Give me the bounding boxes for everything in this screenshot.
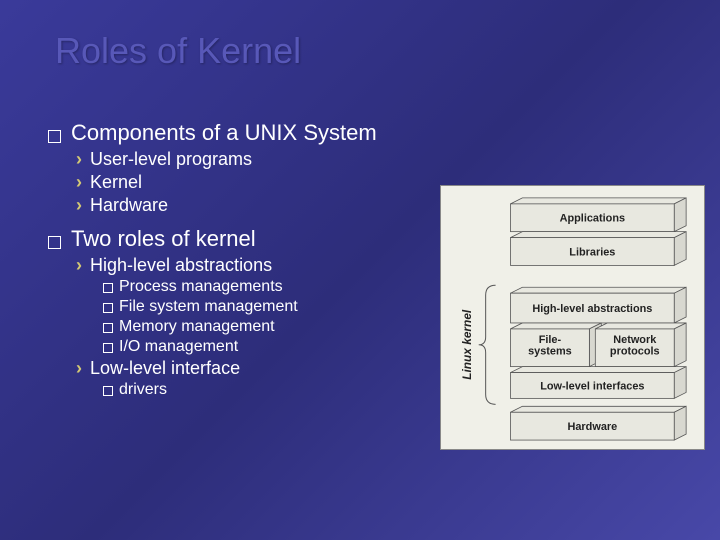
sub-sub-item: I/O management [103,338,448,356]
sub-sub-item: Process managements [103,278,448,296]
svg-text:File-: File- [539,334,562,346]
item-text: Kernel [90,172,142,193]
sub-item: › Low-level interface [76,358,448,379]
item-text: drivers [119,381,167,399]
item-text: Memory management [119,318,275,336]
svg-text:Hardware: Hardware [567,421,617,433]
roles-heading: Two roles of kernel [71,226,256,252]
angle-icon: › [76,172,82,193]
bullet-components: Components of a UNIX System [48,120,448,146]
content-area: Components of a UNIX System › User-level … [48,120,448,401]
kernel-diagram: Applications Libraries High-level abstract… [440,185,705,450]
svg-text:Libraries: Libraries [569,246,615,258]
svg-text:Applications: Applications [560,213,625,225]
sub-item: › Hardware [76,195,448,216]
sub-sub-item: drivers [103,381,448,399]
square-bullet-small-icon [103,343,113,353]
slide-title: Roles of Kernel [55,30,301,72]
square-bullet-small-icon [103,283,113,293]
item-text: Low-level interface [90,358,240,379]
angle-icon: › [76,195,82,216]
item-text: File system management [119,298,298,316]
item-text: High-level abstractions [90,255,272,276]
square-bullet-icon [48,236,61,249]
item-text: User-level programs [90,149,252,170]
svg-text:Network: Network [613,334,657,346]
sub-item: › User-level programs [76,149,448,170]
square-bullet-small-icon [103,386,113,396]
item-text: Hardware [90,195,168,216]
bullet-roles: Two roles of kernel [48,226,448,252]
sub-item: › High-level abstractions [76,255,448,276]
angle-icon: › [76,255,82,276]
svg-text:High-level abstractions: High-level abstractions [532,303,652,315]
square-bullet-small-icon [103,303,113,313]
angle-icon: › [76,358,82,379]
sub-sub-item: Memory management [103,318,448,336]
item-text: I/O management [119,338,238,356]
angle-icon: › [76,149,82,170]
svg-text:Linux kernel: Linux kernel [460,309,474,380]
square-bullet-icon [48,130,61,143]
components-heading: Components of a UNIX System [71,120,377,146]
svg-text:Low-level interfaces: Low-level interfaces [540,380,644,392]
item-text: Process managements [119,278,283,296]
sub-item: › Kernel [76,172,448,193]
sub-sub-item: File system management [103,298,448,316]
square-bullet-small-icon [103,323,113,333]
svg-text:protocols: protocols [610,346,660,358]
svg-text:systems: systems [528,346,572,358]
